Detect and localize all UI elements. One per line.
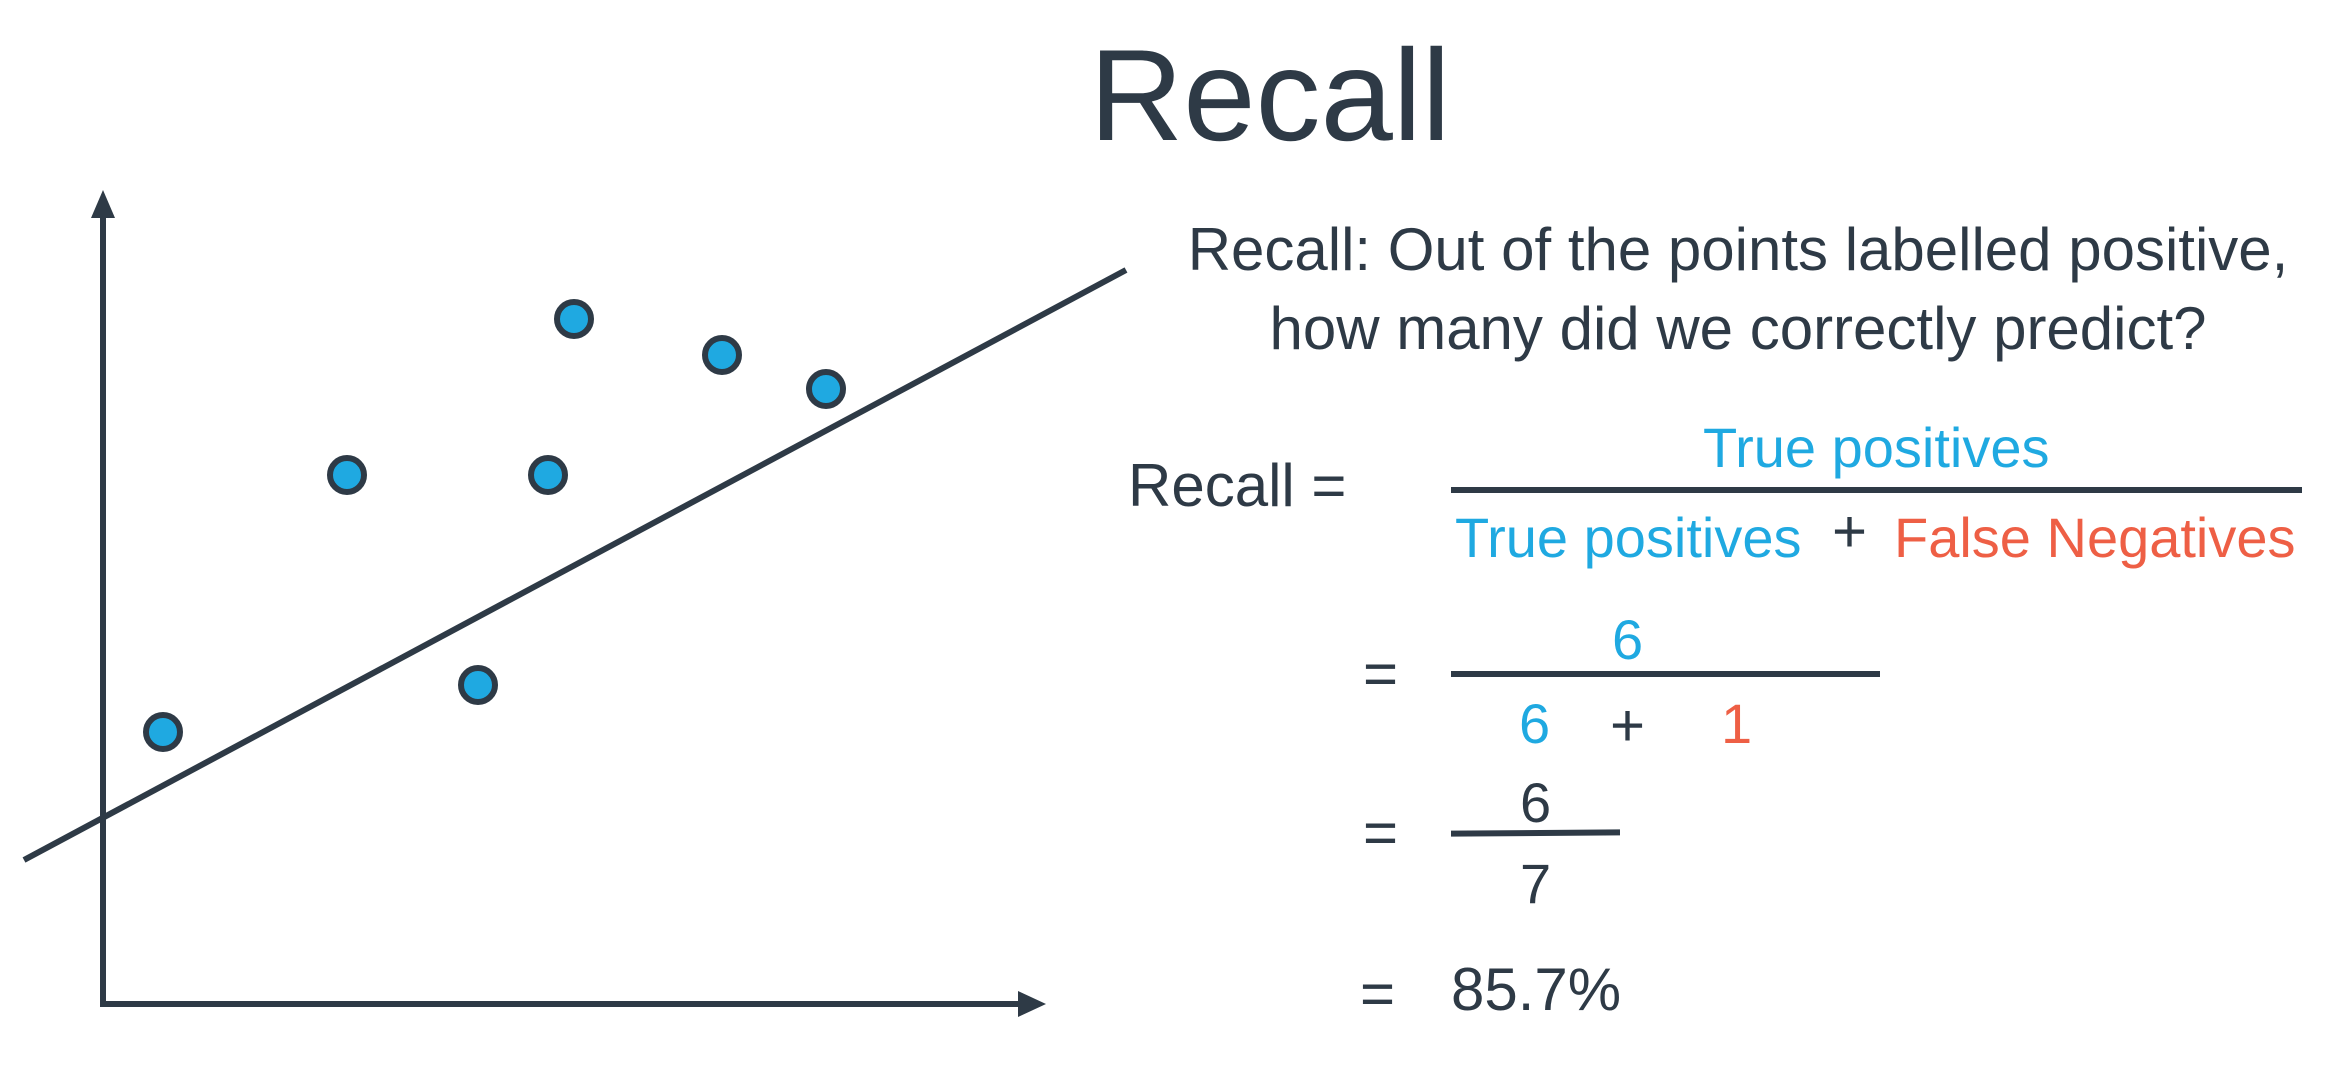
- positive-point: [702, 335, 742, 375]
- recall-definition: Recall: Out of the points labelled posit…: [1148, 210, 2328, 368]
- formula-fraction-bar: [1451, 487, 2302, 493]
- step2-equals: =: [1363, 799, 1399, 866]
- positive-point: [528, 455, 568, 495]
- step1-fraction-bar: [1451, 671, 1880, 677]
- positive-points: [143, 299, 846, 752]
- result-value: 85.7%: [1451, 956, 1622, 1023]
- step1-denominator-right: 1: [1721, 692, 1753, 755]
- definition-line-2: how many did we correctly predict?: [1269, 295, 2207, 362]
- positive-point: [806, 369, 846, 409]
- positive-point: [143, 712, 183, 752]
- formula-denominator-false-negatives: False Negatives: [1894, 506, 2296, 569]
- formula-denominator-true-positives: True positives: [1455, 506, 1802, 569]
- positive-point: [458, 665, 498, 705]
- step1-plus: +: [1610, 692, 1646, 759]
- step2-denominator: 7: [1520, 852, 1552, 915]
- page-title: Recall: [1089, 22, 1451, 168]
- step1-equals: =: [1363, 640, 1399, 707]
- positive-point: [327, 455, 367, 495]
- step2-numerator: 6: [1520, 771, 1552, 834]
- formula-plus: +: [1832, 498, 1868, 565]
- result-equals: =: [1360, 960, 1396, 1027]
- definition-line-1: Recall: Out of the points labelled posit…: [1187, 216, 2289, 283]
- formula-lhs: Recall =: [1128, 452, 1347, 519]
- positive-point: [554, 299, 594, 339]
- decision-boundary-line: [22, 267, 1128, 863]
- step1-numerator: 6: [1612, 608, 1644, 671]
- point-diagram: [22, 190, 1128, 1017]
- x-axis-arrow-icon: [1018, 991, 1046, 1017]
- y-axis-arrow-icon: [91, 190, 115, 218]
- step1-denominator-left: 6: [1519, 692, 1551, 755]
- formula-numerator: True positives: [1703, 416, 2050, 479]
- step2-fraction-bar: [1450, 829, 1621, 837]
